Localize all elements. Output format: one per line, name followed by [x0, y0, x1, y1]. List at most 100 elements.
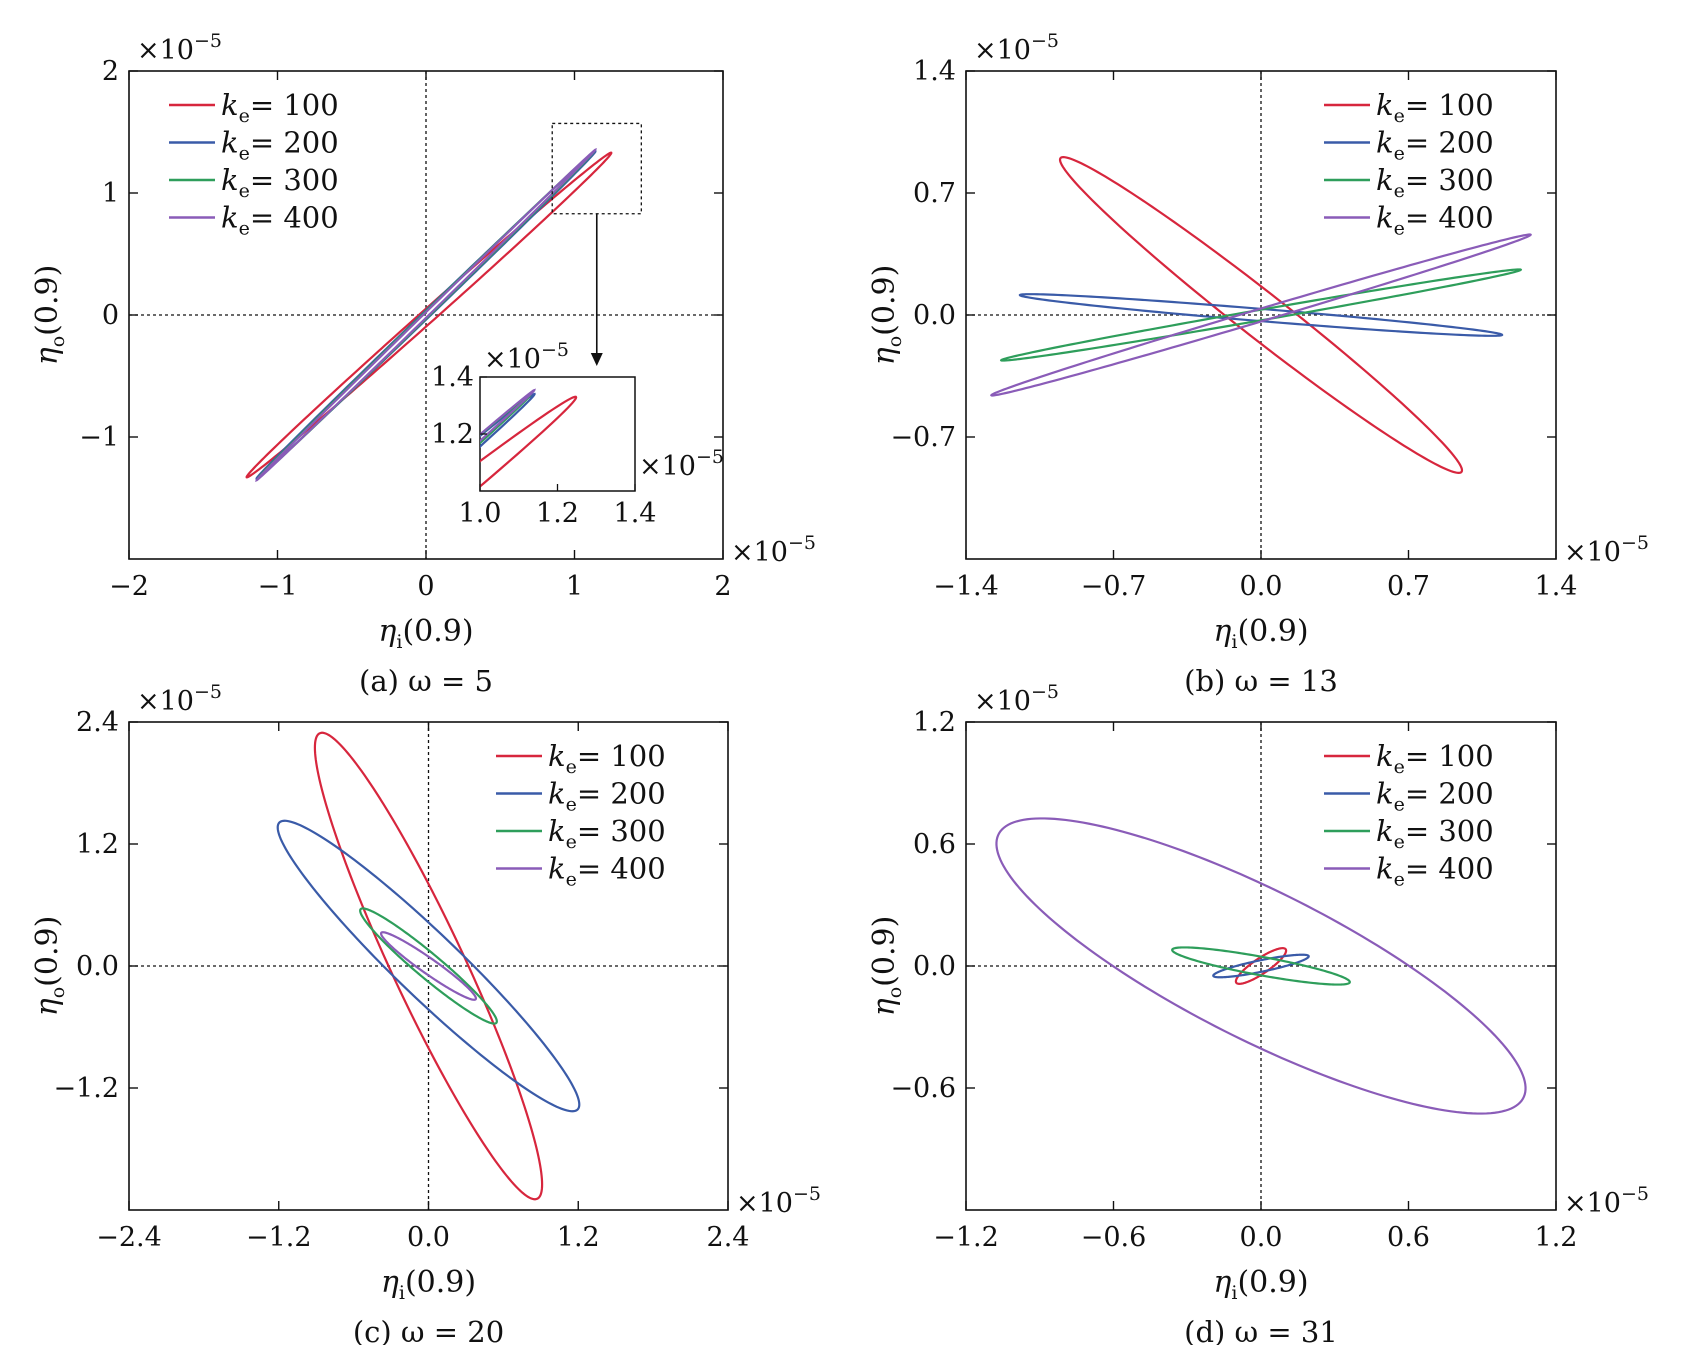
series-group	[245, 148, 613, 482]
series-curve-4	[995, 817, 1527, 1115]
series-curve-4	[990, 233, 1532, 397]
x-tick-label: 0.6	[1387, 1222, 1430, 1253]
x-axis-multiplier: ×10−5	[1564, 532, 1649, 568]
x-tick-label: 2	[714, 571, 731, 602]
panel-d: −1.2 −0.6 0.0 0.6 1.2−0.60.00.61.2×10−5×10−5…	[867, 681, 1649, 1345]
panel-caption: (d) ω = 31	[1184, 1315, 1338, 1345]
x-tick-label: 0	[417, 571, 434, 602]
x-tick-label: 1.2	[557, 1222, 600, 1253]
x-axis-label: ηi(0.9)	[1213, 1265, 1308, 1304]
y-tick-label: −0.6	[890, 1073, 956, 1104]
y-tick-label: −0.7	[890, 422, 956, 453]
legend-entry: ke= 300	[548, 814, 666, 853]
y-axis-multiplier: ×10−5	[137, 681, 222, 717]
x-axis-multiplier: ×10−5	[736, 1183, 821, 1219]
y-tick-label: −1.2	[53, 1073, 119, 1104]
inset-y-multiplier: ×10−5	[484, 339, 569, 375]
series-curve-1	[1058, 156, 1464, 474]
y-axis-label: ηo(0.9)	[867, 916, 906, 1017]
y-axis-label: ηo(0.9)	[30, 265, 69, 366]
inset-series-curve-3	[480, 393, 532, 445]
series-curve-3	[359, 907, 498, 1025]
x-tick-label: 0.7	[1387, 571, 1430, 602]
x-tick-label: −1	[258, 571, 298, 602]
legend-entry: ke= 100	[548, 739, 666, 778]
legend-entry: ke= 400	[548, 852, 666, 891]
x-tick-label: −1.4	[933, 571, 999, 602]
y-tick-label: 1.2	[76, 829, 119, 860]
y-tick-label: 0.6	[913, 829, 956, 860]
inset-frame	[479, 376, 636, 492]
y-tick-label: 1.4	[913, 56, 956, 87]
series-curve-2	[1018, 293, 1504, 337]
inset-x-tick-label: 1.2	[536, 498, 579, 529]
y-tick-label: −1	[79, 422, 119, 453]
legend-entry: ke= 300	[1376, 814, 1494, 853]
legend-entry: ke= 200	[1376, 126, 1494, 165]
y-tick-label: 1.2	[913, 707, 956, 738]
inset-x-tick-label: 1.0	[459, 498, 502, 529]
y-tick-label: 0	[102, 300, 119, 331]
legend-entry: ke= 100	[221, 88, 339, 127]
y-axis-label: ηo(0.9)	[30, 916, 69, 1017]
x-axis-label: ηi(0.9)	[1213, 614, 1308, 653]
legend-entry: ke= 300	[221, 163, 339, 202]
x-tick-label: 0.0	[1240, 571, 1283, 602]
inset-plot: 1.0 1.2 1.4 1.2 1.4 ×10−5 ×10−5	[431, 339, 724, 529]
y-tick-label: 0.0	[76, 951, 119, 982]
zoom-arrow-head	[590, 353, 603, 366]
series-group	[990, 156, 1532, 474]
y-tick-label: 1	[102, 178, 119, 209]
x-axis-multiplier: ×10−5	[1564, 1183, 1649, 1219]
x-tick-label: −0.6	[1081, 1222, 1147, 1253]
series-group	[995, 817, 1527, 1115]
legend-entry: ke= 200	[548, 777, 666, 816]
inset-x-multiplier: ×10−5	[639, 446, 724, 482]
series-curve-3	[1171, 946, 1351, 986]
x-tick-label: 0.0	[407, 1222, 450, 1253]
legend-entry: ke= 400	[221, 201, 339, 240]
series-curve-1	[1234, 947, 1288, 985]
x-tick-label: −1.2	[246, 1222, 312, 1253]
x-tick-label: −2	[109, 571, 149, 602]
legend-entry: ke= 300	[1376, 163, 1494, 202]
x-tick-label: 2.4	[707, 1222, 750, 1253]
inset-series-curve-2	[480, 392, 536, 449]
y-axis-multiplier: ×10−5	[974, 681, 1059, 717]
panel-caption: (a) ω = 5	[359, 664, 493, 698]
legend-entry: ke= 200	[221, 126, 339, 165]
panel-b: −1.4 −0.7 0.0 0.7 1.4−0.70.00.71.4×10−5×10−5…	[867, 30, 1649, 698]
x-tick-label: −2.4	[96, 1222, 162, 1253]
legend-entry: ke= 400	[1376, 852, 1494, 891]
panel-caption: (b) ω = 13	[1184, 664, 1338, 698]
series-curve-2	[1212, 953, 1310, 979]
x-axis-label: ηi(0.9)	[378, 614, 473, 653]
legend-entry: ke= 400	[1376, 201, 1494, 240]
x-tick-label: −1.2	[933, 1222, 999, 1253]
series-curve-2	[276, 819, 581, 1113]
inset-y-tick-label: 1.4	[431, 362, 474, 393]
series-group	[276, 731, 581, 1201]
x-tick-label: 1	[566, 571, 583, 602]
y-tick-label: 0.0	[913, 300, 956, 331]
y-axis-multiplier: ×10−5	[974, 30, 1059, 66]
series-curve-3	[999, 268, 1523, 362]
series-curve-4	[379, 931, 478, 1001]
y-tick-label: 0.0	[913, 951, 956, 982]
x-tick-label: −0.7	[1081, 571, 1147, 602]
x-axis-label: ηi(0.9)	[381, 1265, 476, 1304]
y-tick-label: 2	[102, 56, 119, 87]
inset-x-tick-label: 1.4	[614, 498, 657, 529]
legend-entry: ke= 100	[1376, 739, 1494, 778]
x-tick-label: 0.0	[1240, 1222, 1283, 1253]
zoom-box	[551, 122, 642, 215]
x-tick-label: 1.2	[1535, 1222, 1578, 1253]
series-curve-1	[313, 731, 544, 1201]
panel-c: −2.4 −1.2 0.0 1.2 2.4−1.20.01.22.4×10−5×10−5…	[30, 681, 821, 1345]
inset-series-curve-4	[480, 388, 536, 443]
panel-caption: (c) ω = 20	[353, 1315, 504, 1345]
panel-a: −2 −1 0 1 2 −1 0 1 2 ×10−5 ×10−5 ηi(0.9) ηo(0.9) (a) …	[30, 30, 816, 698]
y-tick-label: 0.7	[913, 178, 956, 209]
x-tick-label: 1.4	[1535, 571, 1578, 602]
